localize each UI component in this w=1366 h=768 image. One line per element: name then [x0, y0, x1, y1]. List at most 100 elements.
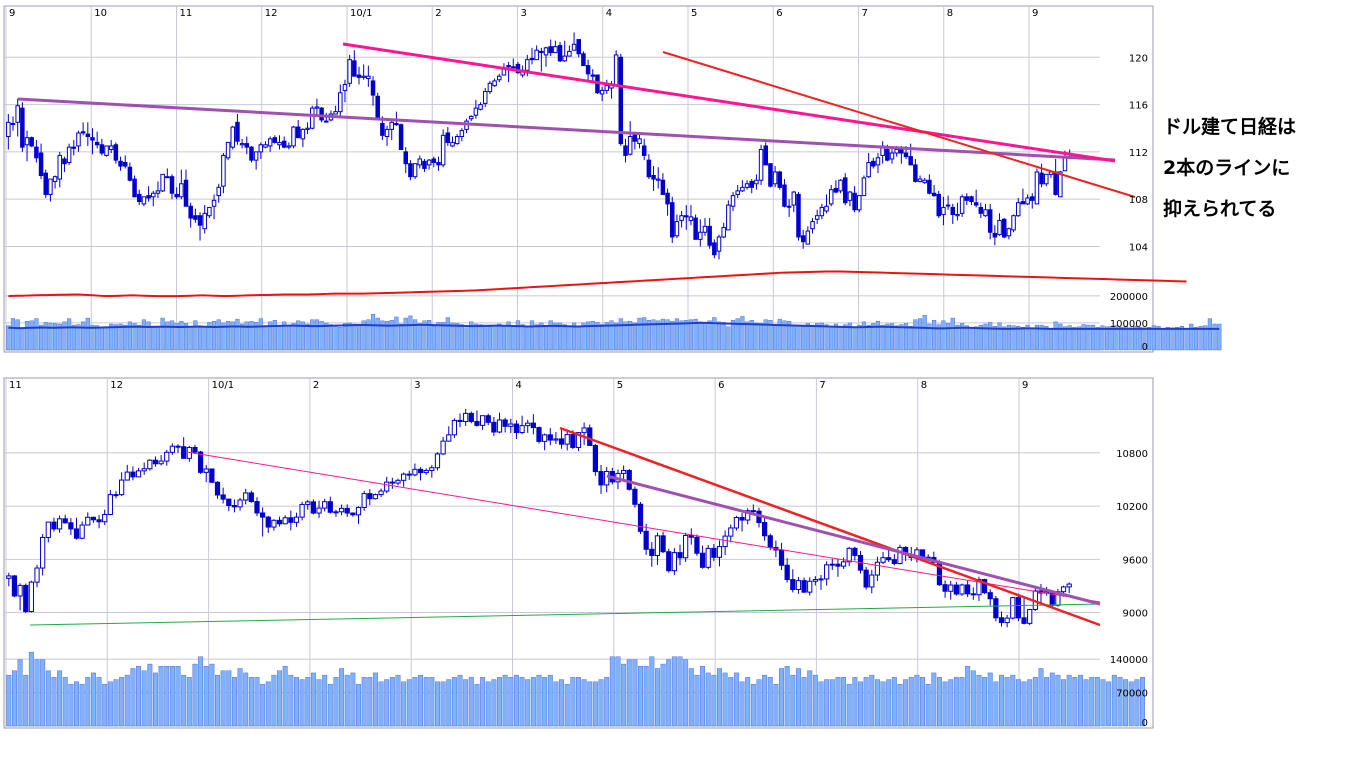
candle-body: [389, 481, 395, 484]
candle-body: [305, 127, 310, 130]
candle-body: [842, 177, 848, 204]
volume-bar: [389, 677, 395, 727]
volume-bar: [23, 674, 29, 727]
candle-body: [897, 546, 903, 565]
bottom-panel-labels: 9000 9600 10200 10800 0 70000 140000 11 12 10/1 2 3…: [9, 380, 1148, 729]
volume-bar: [1015, 679, 1021, 727]
candle-body: [295, 126, 301, 139]
candle-body: [997, 219, 1002, 236]
volume-bar: [874, 679, 880, 727]
volume-bar: [773, 683, 779, 727]
volume-bar: [169, 320, 175, 351]
volume-bar: [740, 316, 745, 351]
candle-body: [1044, 173, 1049, 185]
volume-bar: [378, 681, 384, 727]
volume-bar: [263, 325, 268, 351]
candle-body: [141, 468, 147, 472]
volume-bar: [992, 325, 997, 351]
candle-body: [366, 75, 371, 80]
candle-body: [604, 470, 610, 486]
volume-bar: [861, 321, 867, 351]
candle-body: [838, 179, 843, 192]
candle-body: [350, 512, 356, 516]
volume-bar: [694, 674, 700, 727]
volume-bar: [936, 324, 941, 351]
candle-body: [790, 579, 796, 590]
candle-body: [243, 492, 249, 501]
volume-bar: [137, 324, 142, 351]
candle-body: [931, 192, 937, 197]
volume-bar: [515, 320, 521, 351]
candle-body: [671, 552, 677, 572]
volume-bar: [1106, 681, 1112, 727]
candle-body: [197, 215, 203, 226]
volume-bar: [314, 319, 319, 351]
candle-body: [299, 503, 305, 518]
volume-bar: [244, 321, 249, 351]
volume-bar: [423, 677, 429, 727]
candle-body: [378, 490, 384, 496]
volume-bar: [942, 681, 948, 727]
candle-body: [431, 158, 437, 164]
volume-bar: [1109, 325, 1114, 351]
candle-body: [231, 505, 238, 508]
candle-body: [254, 501, 260, 514]
volume-bar: [1025, 324, 1030, 351]
candle-body: [1066, 583, 1072, 588]
volume-bar: [412, 677, 418, 727]
volume-bar: [632, 322, 637, 351]
candle-body: [288, 517, 294, 523]
volume-bar: [300, 321, 305, 351]
volume-bar: [203, 666, 209, 727]
volume-bar: [997, 322, 1002, 351]
volume-bar: [969, 327, 974, 351]
volume-bar: [508, 677, 514, 727]
candle-body: [426, 159, 432, 166]
volume-bar: [871, 323, 876, 351]
candle-body: [85, 133, 91, 137]
volume-bar: [367, 677, 373, 727]
volume-tick-label: 200000: [1110, 292, 1148, 303]
candle-body: [712, 242, 717, 256]
price-tick-label: 104: [1129, 242, 1148, 253]
volume-bar: [609, 656, 615, 727]
candle-body: [118, 160, 123, 167]
volume-bar: [838, 325, 843, 351]
volume-bar: [322, 674, 328, 727]
volume-bar: [846, 683, 852, 727]
volume-bar: [598, 679, 604, 727]
candle-body: [211, 199, 217, 207]
candle-body: [108, 145, 114, 151]
candle-body: [846, 547, 852, 563]
candle-body: [557, 44, 563, 62]
volume-bar: [618, 318, 623, 351]
candle-body: [127, 166, 133, 181]
candle-body: [293, 516, 300, 523]
volume-bar: [366, 319, 371, 351]
volume-bar: [104, 327, 109, 351]
volume-bar: [361, 677, 367, 727]
volume-bar: [48, 322, 53, 351]
volume-bar: [993, 681, 999, 727]
volume-bar: [1094, 677, 1100, 727]
volume-bar: [344, 674, 350, 727]
volume-bar: [1048, 328, 1054, 351]
volume-bar: [248, 677, 254, 727]
candle-body: [917, 178, 923, 182]
volume-bar: [1137, 327, 1142, 351]
volume-bar: [427, 320, 432, 351]
candle-body: [113, 494, 119, 497]
volume-bar: [646, 320, 651, 351]
volume-bar: [305, 677, 311, 727]
candle-body: [677, 552, 683, 559]
candle-body: [209, 468, 215, 483]
volume-bar: [643, 666, 649, 727]
candle-body: [604, 85, 610, 91]
candle-body: [922, 179, 927, 184]
volume-bar: [1032, 677, 1038, 727]
volume-bar: [829, 679, 835, 727]
candle-body: [945, 204, 951, 207]
volume-bar: [1142, 327, 1147, 351]
candle-body: [56, 518, 63, 530]
candle-body: [941, 206, 946, 216]
